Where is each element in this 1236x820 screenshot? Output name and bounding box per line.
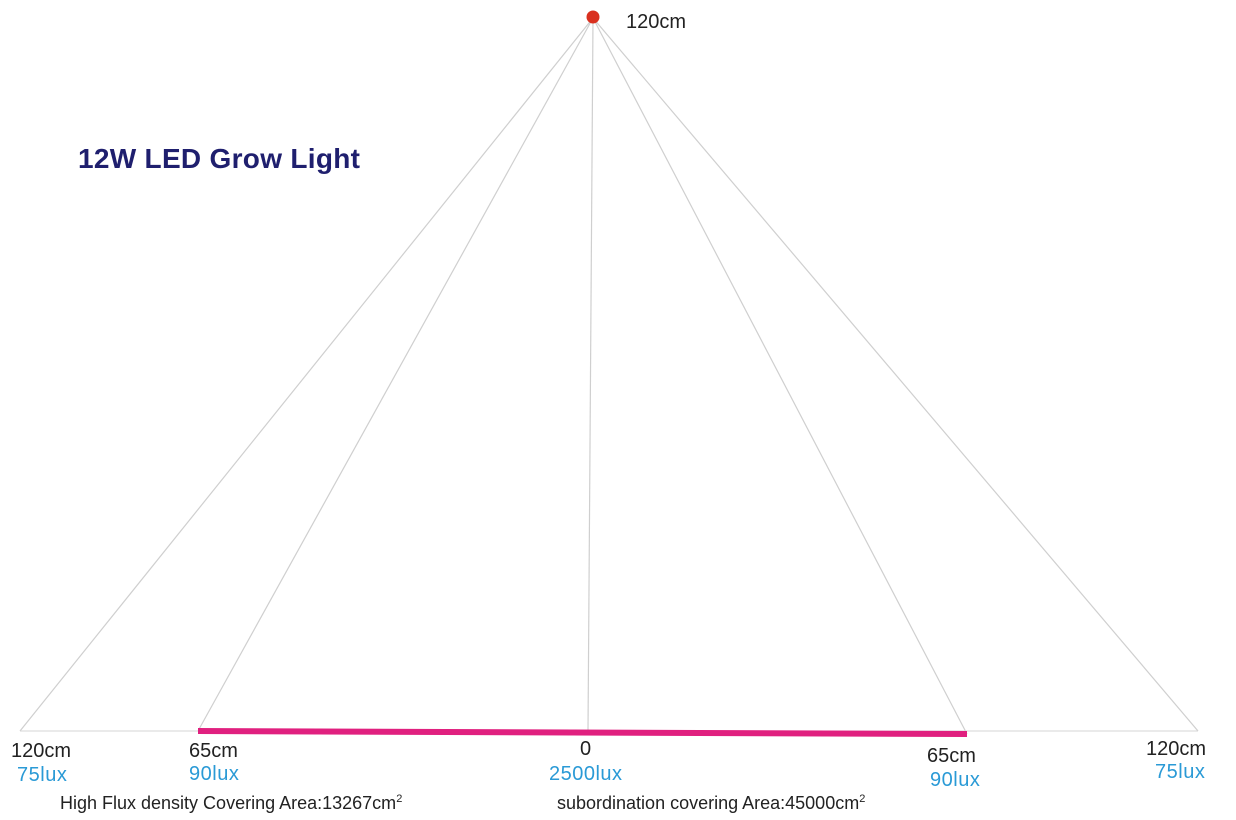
- far-left-distance: 120cm: [11, 740, 72, 762]
- subordination-area-caption: subordination covering Area:45000cm2: [557, 793, 866, 813]
- ray-far-left: [19, 17, 594, 732]
- high-flux-area-unit-sup: 2: [396, 793, 403, 805]
- far-right-lux: 75lux: [1155, 761, 1206, 783]
- far-left-lux: 75lux: [17, 764, 68, 786]
- mid-left-distance: 65cm: [189, 740, 238, 762]
- center-distance: 0: [580, 738, 592, 760]
- ray-far-right: [592, 17, 1199, 732]
- light-source-dot: [586, 10, 600, 24]
- high-flux-area-text: High Flux density Covering Area:13267cm: [60, 793, 397, 813]
- mid-right-lux: 90lux: [930, 769, 981, 791]
- subordination-area-text: subordination covering Area:45000cm: [557, 793, 860, 813]
- mid-right-distance: 65cm: [927, 745, 976, 767]
- ray-center: [587, 17, 594, 732]
- ray-mid-right: [592, 17, 968, 735]
- subordination-area-unit-sup: 2: [859, 793, 866, 805]
- source-height-label: 120cm: [626, 11, 687, 33]
- high-flux-bar: [197, 728, 968, 737]
- mid-left-lux: 90lux: [189, 763, 240, 785]
- center-lux: 2500lux: [549, 763, 623, 785]
- ray-mid-left: [197, 17, 594, 732]
- high-flux-area-caption: High Flux density Covering Area:13267cm2: [60, 793, 403, 813]
- diagram-title: 12W LED Grow Light: [78, 143, 361, 174]
- far-right-distance: 120cm: [1146, 738, 1207, 760]
